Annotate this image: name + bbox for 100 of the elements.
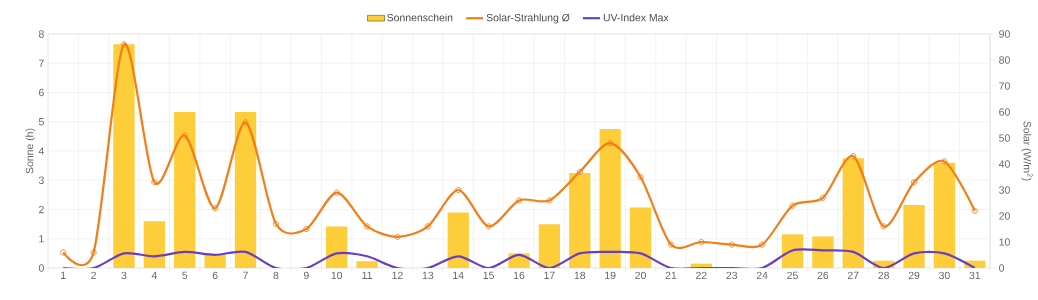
y2-tick-label: 70 bbox=[999, 82, 1010, 90]
y-tick-label: 2 bbox=[39, 205, 44, 214]
bar bbox=[599, 129, 621, 268]
point bbox=[880, 223, 887, 230]
legend-label: UV-Index Max bbox=[603, 13, 669, 22]
bar bbox=[538, 224, 561, 268]
y-tick-label: 6 bbox=[39, 88, 44, 97]
x-tick-label: 7 bbox=[243, 271, 248, 279]
point bbox=[151, 179, 158, 186]
x-tick-label: 13 bbox=[422, 271, 434, 280]
bar bbox=[903, 205, 925, 268]
y2-tick-label: 50 bbox=[999, 134, 1010, 142]
point bbox=[212, 205, 219, 212]
x-tick-label: 29 bbox=[908, 271, 920, 280]
y2-tick-label: 30 bbox=[999, 186, 1010, 194]
point bbox=[728, 241, 735, 248]
point bbox=[181, 132, 188, 139]
x-tick-label: 19 bbox=[605, 271, 616, 280]
x-tick-label: 12 bbox=[392, 271, 403, 279]
x-tick-label: 2 bbox=[91, 271, 96, 279]
bar bbox=[143, 221, 165, 268]
y2-tick-label: 40 bbox=[998, 160, 1010, 168]
point bbox=[576, 168, 583, 175]
bar bbox=[326, 226, 348, 268]
y2-tick-label: 60 bbox=[999, 108, 1010, 116]
point bbox=[971, 207, 978, 214]
x-tick-label: 17 bbox=[544, 271, 555, 279]
bar bbox=[447, 212, 469, 268]
bar bbox=[174, 112, 196, 268]
x-tick-label: 6 bbox=[212, 271, 218, 280]
point bbox=[759, 241, 766, 248]
point bbox=[394, 233, 401, 240]
x-tick-label: 24 bbox=[756, 271, 768, 279]
bar bbox=[204, 254, 226, 268]
x-tick-label: 1 bbox=[61, 271, 66, 279]
bar bbox=[842, 158, 864, 268]
y-tick-label: 5 bbox=[38, 118, 44, 126]
y-tick-label: 1 bbox=[39, 235, 44, 243]
legend-label: Solar-Strahlung Ø bbox=[486, 13, 570, 24]
point bbox=[272, 220, 279, 227]
point bbox=[941, 158, 948, 165]
y2-tick-label: 10 bbox=[999, 238, 1010, 246]
point bbox=[789, 202, 796, 209]
x-tick-label: 22 bbox=[696, 271, 707, 279]
point bbox=[242, 119, 249, 126]
x-tick-label: 27 bbox=[847, 271, 859, 279]
x-tick-label: 31 bbox=[969, 271, 981, 280]
bar bbox=[933, 162, 956, 268]
bar bbox=[781, 234, 804, 268]
bar bbox=[812, 236, 834, 268]
bar bbox=[629, 207, 652, 268]
y-tick-label: 4 bbox=[38, 147, 44, 155]
point bbox=[424, 223, 431, 230]
y2-tick-label: 0 bbox=[999, 264, 1005, 272]
x-tick-label: 4 bbox=[151, 271, 157, 279]
x-tick-label: 25 bbox=[787, 271, 798, 280]
bar bbox=[113, 44, 135, 268]
y-tick-label: 0 bbox=[38, 264, 44, 272]
point bbox=[637, 173, 644, 181]
point bbox=[515, 197, 523, 204]
x-tick-label: 28 bbox=[878, 271, 890, 280]
point bbox=[485, 223, 492, 230]
point bbox=[546, 197, 553, 204]
bar bbox=[569, 172, 591, 268]
point bbox=[850, 153, 857, 160]
point bbox=[303, 225, 310, 233]
point bbox=[333, 189, 340, 196]
y-axis-title: Sonne (h) bbox=[25, 128, 36, 174]
point bbox=[667, 241, 674, 248]
point bbox=[90, 249, 97, 256]
point bbox=[455, 186, 462, 194]
x-tick-label: 10 bbox=[331, 271, 343, 280]
x-tick-label: 20 bbox=[635, 271, 646, 280]
point bbox=[819, 194, 826, 201]
y2-axis-title: Solar (W/m$^{2}$) bbox=[1021, 121, 1033, 181]
point bbox=[120, 41, 128, 48]
x-tick-label: 8 bbox=[273, 271, 279, 280]
legend-label: Sonnenschein bbox=[387, 13, 453, 22]
y2-tick-label: 80 bbox=[999, 56, 1010, 64]
x-tick-label: 23 bbox=[726, 271, 738, 280]
point bbox=[698, 238, 705, 246]
y-tick-label: 3 bbox=[38, 176, 44, 184]
y-tick-label: 7 bbox=[39, 59, 44, 67]
x-tick-label: 3 bbox=[121, 271, 127, 280]
x-tick-label: 11 bbox=[362, 271, 372, 279]
y2-tick-label: 20 bbox=[999, 212, 1010, 220]
x-tick-label: 16 bbox=[513, 271, 525, 280]
x-tick-label: 15 bbox=[483, 271, 494, 279]
x-tick-label: 21 bbox=[665, 271, 677, 279]
y2-tick-label: 90 bbox=[999, 30, 1010, 38]
point bbox=[911, 179, 918, 186]
x-tick-label: 14 bbox=[453, 271, 464, 279]
x-tick-label: 18 bbox=[574, 271, 586, 280]
x-tick-label: 5 bbox=[182, 271, 188, 279]
point bbox=[607, 140, 614, 147]
line-series bbox=[62, 248, 976, 268]
x-tick-label: 30 bbox=[939, 271, 950, 280]
bar bbox=[356, 261, 378, 268]
x-tick-label: 26 bbox=[817, 271, 829, 280]
bar bbox=[234, 112, 257, 268]
